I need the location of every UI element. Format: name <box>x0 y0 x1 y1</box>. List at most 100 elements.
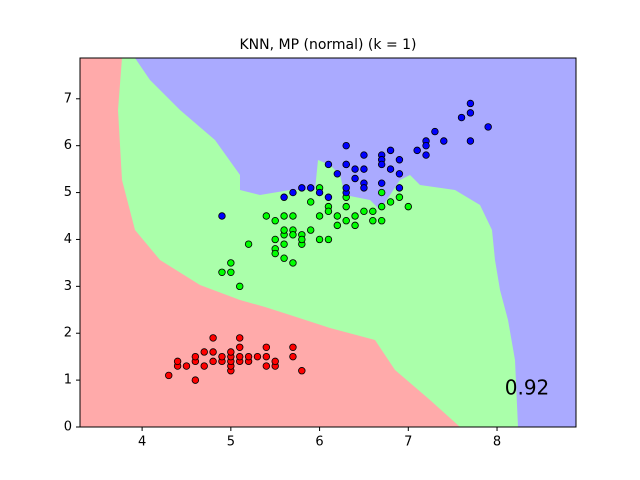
point <box>466 137 475 145</box>
point <box>306 184 315 192</box>
y-tick-label: 5 <box>64 185 72 200</box>
point <box>271 357 279 366</box>
y-tick-label: 2 <box>64 326 72 341</box>
point <box>227 268 235 276</box>
point <box>289 212 297 220</box>
point <box>306 226 315 234</box>
point <box>280 212 288 220</box>
point <box>342 216 350 225</box>
point <box>351 174 359 183</box>
point <box>280 240 288 248</box>
y-tick-label: 4 <box>64 232 72 247</box>
y-tick-label: 0 <box>64 420 72 435</box>
point <box>342 184 350 192</box>
point <box>200 348 208 356</box>
point <box>440 137 448 145</box>
point <box>360 165 368 173</box>
point <box>280 254 288 262</box>
point <box>262 362 271 370</box>
point <box>404 202 413 211</box>
point <box>333 212 342 220</box>
y-tick-label: 7 <box>64 91 72 106</box>
point <box>262 212 271 220</box>
point <box>191 352 200 361</box>
point <box>298 235 306 244</box>
region-red <box>80 58 460 427</box>
point <box>324 160 333 169</box>
x-tick-label: 6 <box>315 435 323 450</box>
point <box>218 212 226 220</box>
point <box>315 212 324 220</box>
point <box>422 151 430 159</box>
point <box>289 231 297 239</box>
point <box>209 357 217 366</box>
point <box>253 352 262 361</box>
plot-frame <box>79 57 577 428</box>
point <box>351 221 359 230</box>
point <box>191 376 200 384</box>
point <box>333 170 342 178</box>
x-tick-label: 8 <box>493 435 501 450</box>
point <box>271 249 279 258</box>
point <box>289 343 297 351</box>
point <box>271 216 279 225</box>
point <box>395 156 404 164</box>
point <box>244 240 253 248</box>
point <box>351 212 359 220</box>
point <box>236 352 244 361</box>
point <box>360 151 368 159</box>
point <box>466 109 475 117</box>
point <box>236 334 244 342</box>
point <box>395 170 404 178</box>
point <box>271 235 279 244</box>
point <box>289 259 297 267</box>
point <box>306 198 315 206</box>
y-tick-label: 6 <box>64 138 72 153</box>
point <box>200 362 208 370</box>
point <box>386 198 395 206</box>
point <box>324 207 333 216</box>
point <box>209 334 217 342</box>
point <box>298 367 306 375</box>
point <box>324 235 333 244</box>
y-tick-label: 1 <box>64 373 72 388</box>
y-tick-label: 3 <box>64 279 72 294</box>
point <box>236 343 244 351</box>
point <box>262 352 271 361</box>
point <box>413 146 421 155</box>
point <box>315 188 324 197</box>
point <box>351 165 359 173</box>
point <box>289 352 297 361</box>
point <box>484 123 492 131</box>
point <box>342 160 350 169</box>
score-annotation: 0.92 <box>505 376 550 400</box>
point <box>342 202 350 211</box>
point <box>431 127 439 136</box>
point <box>236 282 244 291</box>
point <box>386 165 395 173</box>
point <box>324 193 333 201</box>
point <box>227 259 235 267</box>
chart-title: KNN, MP (normal) (k = 1) <box>240 37 417 53</box>
point <box>218 352 226 361</box>
point <box>377 202 386 211</box>
point <box>227 348 235 356</box>
point <box>298 184 306 192</box>
point <box>165 371 173 380</box>
point <box>262 343 271 351</box>
point <box>360 184 368 192</box>
point <box>422 141 430 150</box>
point <box>173 357 182 366</box>
point <box>457 113 466 122</box>
x-tick-label: 4 <box>138 435 146 450</box>
point <box>369 216 377 225</box>
point <box>182 362 191 370</box>
point <box>280 226 288 234</box>
point <box>386 146 395 155</box>
point <box>280 193 288 201</box>
point <box>377 179 386 187</box>
point <box>342 141 350 150</box>
point <box>377 188 386 197</box>
point <box>377 216 386 225</box>
